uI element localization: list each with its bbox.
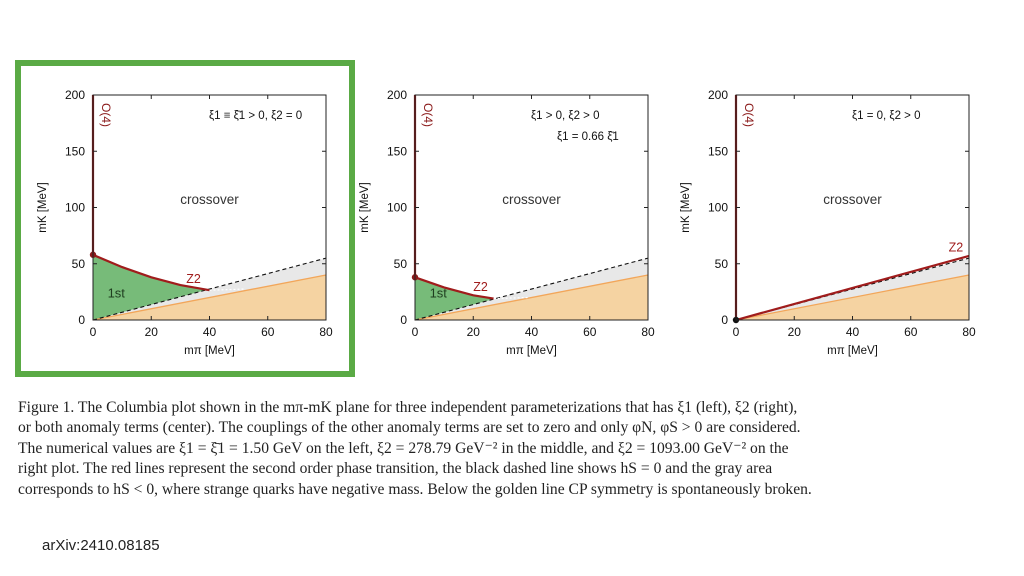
x-tick-label: 20	[788, 325, 802, 339]
y-axis-label: mK [MeV]	[359, 182, 371, 232]
y-tick-label: 100	[708, 201, 728, 215]
highlight-frame-left-panel	[15, 60, 355, 377]
crossover-label: crossover	[823, 192, 882, 207]
x-tick-label: 20	[467, 325, 481, 339]
y-tick-label: 50	[394, 257, 408, 271]
y-axis-label: mK [MeV]	[37, 182, 49, 232]
x-tick-label: 0	[90, 325, 97, 339]
caption-line: right plot. The red lines represent the …	[18, 460, 773, 478]
z2-label: Z2	[186, 272, 201, 286]
figure-panels: 0 20 40 60 80 0 50 100 150 200 mπ [MeV] mK [MeV] ξ1 …	[15, 60, 976, 377]
x-tick-label: 60	[261, 325, 275, 339]
y-tick-label: 150	[387, 144, 407, 158]
z2-line	[414, 276, 494, 300]
hs-zero-dashed-line	[414, 257, 649, 321]
legend-text-secondary: ξ1 = 0.66 ξ̄1	[557, 131, 619, 143]
caption-line: or both anomaly terms (center). The coup…	[18, 419, 801, 437]
first-order-label: 1st	[430, 286, 448, 301]
negative-mass-region	[736, 258, 969, 320]
y-tick-label: 0	[721, 313, 728, 327]
first-order-region	[93, 254, 210, 320]
x-tick-label: 60	[583, 325, 597, 339]
x-tick-label: 0	[733, 325, 740, 339]
z2-dotted-continuation	[209, 288, 245, 291]
caption-line: The numerical values are ξ1 = ξ̄1 = 1.50…	[18, 439, 789, 457]
y-tick-label: 150	[708, 144, 728, 158]
y-tick-label: 0	[400, 313, 407, 327]
golden-line	[92, 274, 327, 321]
x-tick-label: 40	[203, 325, 217, 339]
legend-text: ξ1 > 0, ξ2 > 0	[531, 110, 599, 122]
negative-mass-region	[93, 258, 326, 320]
y-tick-label: 100	[65, 201, 85, 215]
legend-text: ξ1 ≡ ξ̄1 > 0, ξ2 = 0	[209, 110, 302, 122]
y-tick-label: 50	[72, 257, 86, 271]
o4-label: O(4)	[742, 103, 756, 127]
x-tick-label: 80	[319, 325, 333, 339]
chart-panel-1: 0 20 40 60 80 0 50 100 150 200 mπ [MeV] mK [MeV] ξ1 …	[37, 88, 333, 357]
chart-panel-3: 0 20 40 60 80 0 50 100 150 200 mπ [MeV] mK [MeV] ξ1 …	[680, 88, 976, 357]
x-tick-label: 80	[641, 325, 655, 339]
y-tick-label: 0	[78, 313, 85, 327]
y-axis-label: mK [MeV]	[680, 182, 692, 232]
x-tick-label: 40	[846, 325, 860, 339]
z2-dotted-continuation	[493, 296, 529, 300]
y-tick-label: 50	[715, 257, 729, 271]
caption-line: Figure 1. The Columbia plot shown in the…	[18, 399, 798, 416]
o4-label: O(4)	[421, 103, 435, 127]
x-tick-label: 0	[412, 325, 419, 339]
caption-line: corresponds to hS < 0, where strange qua…	[18, 480, 812, 498]
y-tick-label: 200	[387, 88, 407, 102]
y-tick-label: 150	[65, 144, 85, 158]
x-tick-label: 20	[145, 325, 159, 339]
first-order-label: 1st	[108, 286, 126, 301]
crossover-label: crossover	[180, 192, 239, 207]
y-tick-label: 200	[708, 88, 728, 102]
o4-label: O(4)	[99, 103, 113, 127]
x-tick-label: 60	[904, 325, 918, 339]
z2-line	[92, 253, 210, 292]
x-axis-label: mπ [MeV]	[506, 345, 557, 357]
x-tick-label: 80	[962, 325, 976, 339]
z2-line	[735, 254, 970, 322]
golden-line	[414, 274, 649, 321]
x-tick-label: 40	[525, 325, 539, 339]
z2-label: Z2	[949, 240, 964, 254]
y-tick-label: 200	[65, 88, 85, 102]
hs-zero-dashed-line	[92, 257, 327, 321]
figure-caption: Figure 1. The Columbia plot shown in the…	[18, 398, 1010, 500]
first-order-region	[415, 277, 496, 320]
negative-mass-region	[415, 258, 648, 320]
golden-line	[735, 274, 970, 321]
chart-panel-2: 0 20 40 60 80 0 50 100 150 200 mπ [MeV] mK [MeV] ξ1 …	[359, 88, 655, 357]
x-axis-label: mπ [MeV]	[827, 345, 878, 357]
crossover-label: crossover	[502, 192, 561, 207]
legend-text: ξ1 = 0, ξ2 > 0	[852, 110, 920, 122]
x-axis-label: mπ [MeV]	[184, 345, 235, 357]
y-tick-label: 100	[387, 201, 407, 215]
z2-label: Z2	[473, 280, 488, 294]
source-label: arXiv:2410.08185	[42, 537, 160, 554]
